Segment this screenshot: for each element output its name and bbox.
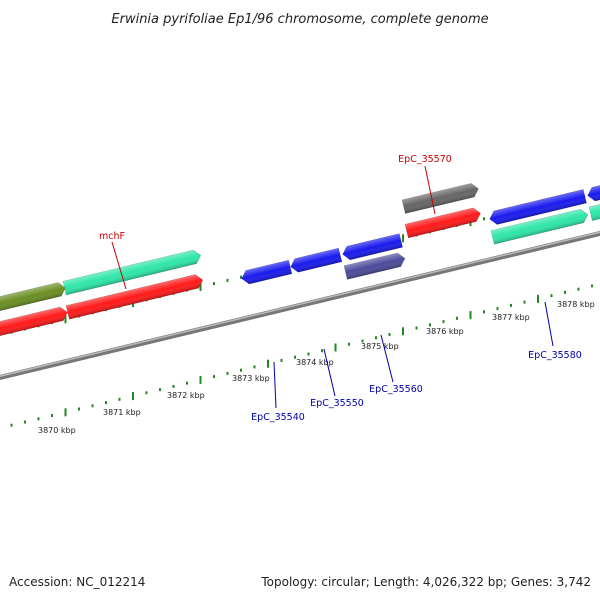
teal-gene-shading (63, 250, 201, 295)
blue-gene-35560[interactable] (341, 233, 403, 262)
tick-label-3877: 3877 kbp (492, 313, 530, 322)
blue-gene-35580-shading (489, 189, 587, 225)
slate-gene-shading (344, 252, 405, 280)
red-gene-left-shading (0, 306, 68, 338)
tick-label-3872: 3872 kbp (167, 391, 205, 400)
olive-gene[interactable] (0, 281, 67, 313)
red-gene-right-shading (405, 207, 481, 238)
teal-gene-edge[interactable] (588, 202, 600, 221)
slate-gene[interactable] (343, 252, 407, 280)
tick-label-3875: 3875 kbp (361, 342, 399, 351)
chromosome-backbone (0, 230, 600, 380)
ruler-labels: 3870 kbp 3871 kbp 3872 kbp 3873 kbp 3874… (38, 300, 595, 435)
olive-gene-shading (0, 282, 66, 313)
blue-gene-edge-shading (587, 182, 600, 202)
gene-labels: mchF EpC_35570 EpC_35540 EpC_35550 EpC_3… (99, 154, 582, 423)
tick-label-3873: 3873 kbp (232, 374, 270, 383)
blue-gene-edge[interactable] (586, 182, 600, 203)
leader-epc-35540 (273, 361, 277, 409)
gene-label-epc-35540[interactable]: EpC_35540 (251, 412, 305, 423)
blue-gene-35560-shading (342, 233, 403, 260)
gray-gene-35570[interactable] (401, 182, 480, 214)
gene-label-epc-35570[interactable]: EpC_35570 (398, 154, 452, 165)
ruler-lower (10, 284, 593, 427)
gene-label-mchf[interactable]: mchF (99, 231, 125, 242)
gene-label-epc-35550[interactable]: EpC_35550 (310, 398, 364, 409)
leader-epc-35550 (323, 348, 336, 397)
label-leaders (111, 165, 554, 409)
gene-label-epc-35560[interactable]: EpC_35560 (369, 384, 423, 395)
blue-gene-35540[interactable] (240, 259, 293, 285)
leader-mchf (111, 241, 127, 290)
leader-epc-35560 (380, 334, 394, 383)
blue-gene-35550[interactable] (289, 247, 343, 274)
teal-gene[interactable] (62, 249, 202, 296)
tick-label-3874: 3874 kbp (296, 358, 334, 367)
page-title: Erwinia pyrifoliae Ep1/96 chromosome, co… (111, 12, 488, 27)
tick-label-3876: 3876 kbp (426, 327, 464, 336)
leader-epc-35570 (424, 165, 436, 215)
red-gene-main-shading (66, 274, 203, 320)
blue-gene-35540-shading (241, 260, 292, 285)
red-gene-main[interactable] (65, 273, 204, 320)
tick-label-3871: 3871 kbp (103, 408, 141, 417)
topology-text: Topology: circular; Length: 4,026,322 bp… (260, 575, 591, 589)
leader-epc-35580 (544, 301, 554, 347)
teal-gene-edge-shading (589, 203, 600, 221)
teal-gene-right[interactable] (490, 208, 590, 245)
tick-label-3878: 3878 kbp (557, 300, 595, 309)
blue-gene-35580[interactable] (488, 189, 587, 225)
gene-label-epc-35580[interactable]: EpC_35580 (528, 350, 582, 361)
red-gene-right[interactable] (404, 206, 482, 239)
teal-gene-right-shading (491, 209, 588, 245)
blue-gene-35550-shading (290, 248, 342, 273)
red-gene-left[interactable] (0, 306, 69, 338)
tick-label-3870: 3870 kbp (38, 426, 76, 435)
gene-track (0, 182, 600, 338)
accession-text: Accession: NC_012214 (9, 575, 145, 589)
gray-gene-35570-shading (402, 183, 479, 214)
